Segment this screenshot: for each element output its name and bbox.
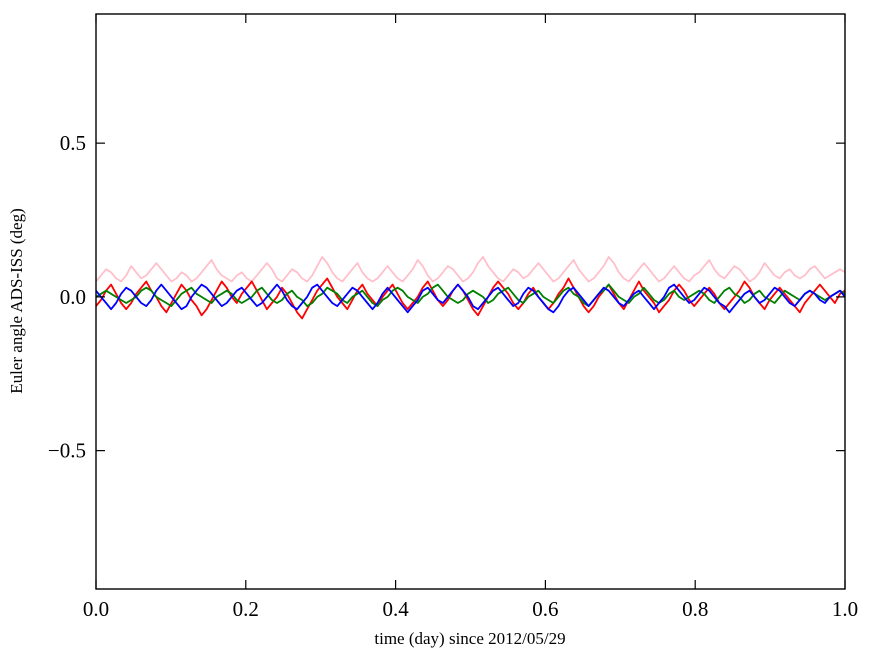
x-tick-label: 0.4 (382, 597, 409, 621)
x-tick-label: 1.0 (832, 597, 858, 621)
axes-group: 0.0 0.2 0.4 0.6 0.8 1.0 0.5 0.0 −0.5 (48, 13, 858, 621)
y-tick-label: 0.0 (60, 285, 86, 309)
series-line-red-series (95, 277, 846, 320)
y-tick-label: 0.5 (60, 131, 86, 155)
x-tick-label: 0.6 (532, 597, 558, 621)
plot-border (95, 13, 846, 590)
series-line-green-series (95, 283, 846, 308)
series-line-blue-series (95, 283, 846, 314)
x-axis-label: time (day) since 2012/05/29 (374, 629, 565, 648)
x-tick-label: 0.2 (233, 597, 259, 621)
x-tick-label: 0.0 (83, 597, 109, 621)
x-tick-label: 0.8 (682, 597, 708, 621)
y-tick-label: −0.5 (48, 439, 86, 463)
series-line-pink-series (95, 255, 846, 283)
y-axis-label: Euler angle ADS-ISS (deg) (7, 208, 26, 394)
series-group (95, 255, 846, 320)
